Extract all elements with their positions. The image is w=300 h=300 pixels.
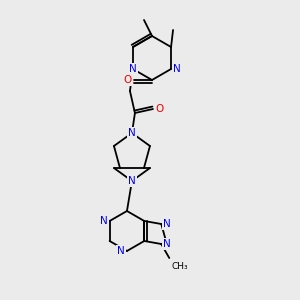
Text: N: N	[173, 64, 181, 74]
Text: O: O	[155, 104, 163, 114]
Text: CH₃: CH₃	[171, 262, 188, 271]
Text: N: N	[100, 216, 108, 226]
Text: N: N	[129, 64, 137, 74]
Text: O: O	[124, 75, 132, 85]
Text: N: N	[117, 246, 125, 256]
Text: N: N	[163, 219, 171, 229]
Text: N: N	[128, 176, 136, 186]
Text: N: N	[163, 239, 171, 249]
Text: N: N	[128, 128, 136, 138]
